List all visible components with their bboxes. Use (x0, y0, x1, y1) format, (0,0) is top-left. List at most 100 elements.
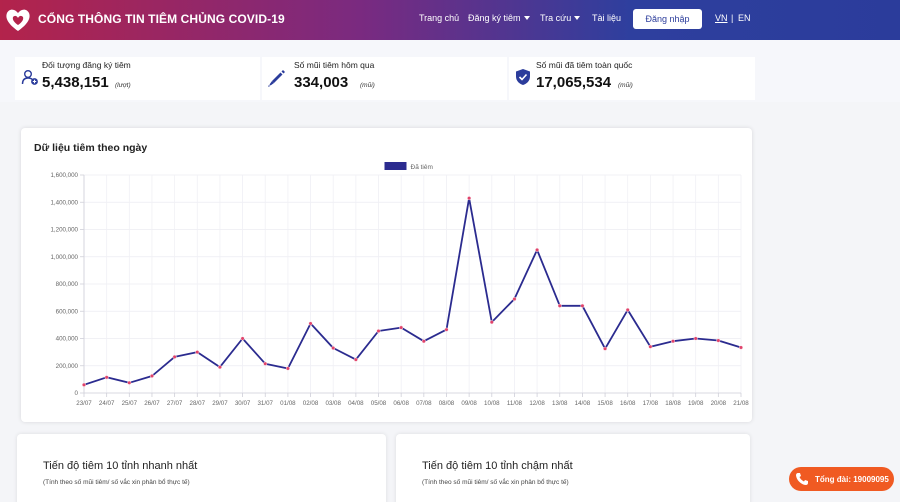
phone-icon[interactable] (795, 472, 809, 486)
brand-title[interactable]: CỔNG THÔNG TIN TIÊM CHỦNG COVID-19 (38, 12, 285, 26)
legend-label: Đã tiêm (411, 164, 433, 171)
stat-label-total: Số mũi đã tiêm toàn quốc (536, 60, 633, 70)
stat-unit-registered: (lượt) (115, 82, 131, 89)
x-tick-label: 03/08 (325, 400, 341, 407)
nav-docs-label[interactable]: Tài liệu (592, 13, 622, 23)
fastest-provinces-card (17, 434, 386, 502)
x-tick-label: 20/08 (711, 400, 727, 407)
x-tick-label: 16/08 (620, 400, 636, 407)
x-tick-label: 10/08 (484, 400, 500, 407)
chart-title: Dữ liệu tiêm theo ngày (34, 142, 148, 154)
data-point (308, 321, 313, 326)
x-tick-label: 18/08 (665, 400, 681, 407)
nav-register[interactable]: Đăng ký tiêm (468, 13, 530, 23)
syringe-icon (268, 70, 285, 87)
data-point (444, 327, 449, 332)
data-point (285, 366, 290, 371)
heart-logo-icon[interactable] (4, 6, 32, 34)
x-tick-label: 08/08 (439, 400, 455, 407)
data-point (580, 303, 585, 308)
slowest-provinces-card (396, 434, 750, 502)
daily-vaccination-chart: 0 200,000 400,000 600,000 800,000 1,000,000 1,… (50, 162, 749, 407)
chevron-down-icon[interactable] (574, 16, 581, 20)
x-tick-label: 29/07 (212, 400, 228, 407)
lang-separator: | (731, 13, 734, 23)
nav-lookup-label[interactable]: Tra cứu (540, 13, 572, 23)
x-tick-label: 09/08 (461, 400, 477, 407)
data-point (263, 361, 268, 366)
stat-value-registered: 5,438,151 (42, 74, 109, 91)
x-tick-label: 02/08 (303, 400, 319, 407)
stat-card-yesterday (262, 57, 507, 100)
x-tick-label: 28/07 (190, 400, 206, 407)
user-plus-icon (21, 70, 38, 85)
y-tick-label: 1,200,000 (50, 227, 78, 234)
stat-card-registered (15, 57, 260, 100)
x-tick-label: 12/08 (529, 400, 545, 407)
x-tick-label: 01/08 (280, 400, 296, 407)
x-tick-label: 21/08 (733, 400, 749, 407)
stat-unit-total: (mũi) (618, 82, 633, 89)
x-tick-label: 05/08 (371, 400, 387, 407)
x-tick-label: 04/08 (348, 400, 364, 407)
y-tick-label: 1,600,000 (50, 172, 78, 179)
nav-home[interactable]: Trang chủ (419, 13, 459, 23)
x-tick-label: 17/08 (643, 400, 659, 407)
x-tick-label: 31/07 (257, 400, 273, 407)
data-point (693, 336, 698, 341)
nav-register-label[interactable]: Đăng ký tiêm (468, 13, 521, 23)
data-point (716, 338, 721, 343)
data-point (82, 382, 87, 387)
hotline-label[interactable]: Tổng đài: 19009095 (815, 474, 889, 484)
shield-check-icon (516, 69, 530, 85)
data-point (240, 336, 245, 341)
data-point (739, 345, 744, 350)
x-tick-label: 06/08 (393, 400, 409, 407)
y-tick-label: 1,400,000 (50, 199, 78, 206)
x-tick-label: 25/07 (122, 400, 138, 407)
data-point (399, 325, 404, 330)
nav-docs[interactable]: Tài liệu (592, 13, 621, 23)
y-tick-label: 200,000 (56, 363, 79, 370)
y-tick-label: 600,000 (56, 308, 79, 315)
lang-vn-link[interactable]: VN (715, 13, 728, 23)
slowest-provinces-subtitle: (Tính theo số mũi tiêm/ số vắc xin phân … (422, 479, 569, 486)
stat-label-yesterday: Số mũi tiêm hôm qua (294, 60, 375, 70)
x-tick-label: 26/07 (144, 400, 160, 407)
stat-card-total (509, 57, 755, 100)
top-header: CỔNG THÔNG TIN TIÊM CHỦNG COVID-19 Trang… (0, 0, 900, 40)
data-point (127, 380, 132, 385)
stat-label-registered: Đối tượng đăng ký tiêm (42, 60, 131, 70)
data-point (149, 373, 154, 378)
y-tick-label: 800,000 (56, 281, 79, 288)
data-point (104, 375, 109, 380)
lang-en-link[interactable]: EN (738, 13, 751, 23)
x-tick-label: 24/07 (99, 400, 115, 407)
stat-unit-yesterday: (mũi) (360, 82, 375, 89)
x-tick-label: 07/08 (416, 400, 432, 407)
x-tick-label: 15/08 (597, 400, 613, 407)
nav-lookup[interactable]: Tra cứu (540, 13, 581, 23)
series-line-da-tiem (83, 197, 742, 386)
data-point (217, 365, 222, 370)
fastest-provinces-subtitle: (Tính theo số mũi tiêm/ số vắc xin phân … (43, 479, 190, 486)
chevron-down-icon[interactable] (523, 16, 530, 20)
login-button[interactable]: Đăng nhập (633, 9, 702, 29)
x-tick-label: 14/08 (575, 400, 591, 407)
x-tick-label: 27/07 (167, 400, 183, 407)
data-point (195, 350, 200, 355)
data-point (557, 303, 562, 308)
data-point (172, 354, 177, 359)
x-tick-label: 11/08 (507, 400, 523, 407)
x-tick-label: 30/07 (235, 400, 251, 407)
data-point (331, 346, 336, 351)
data-point (648, 344, 653, 349)
nav-home-label[interactable]: Trang chủ (419, 13, 460, 23)
slowest-provinces-title: Tiến độ tiêm 10 tỉnh chậm nhất (422, 460, 573, 472)
x-tick-label: 19/08 (688, 400, 704, 407)
data-point (489, 320, 494, 325)
x-tick-label: 23/07 (76, 400, 92, 407)
hotline-button[interactable]: Tổng đài: 19009095 (789, 467, 894, 491)
data-point (603, 346, 608, 351)
stat-value-yesterday: 334,003 (294, 74, 349, 91)
